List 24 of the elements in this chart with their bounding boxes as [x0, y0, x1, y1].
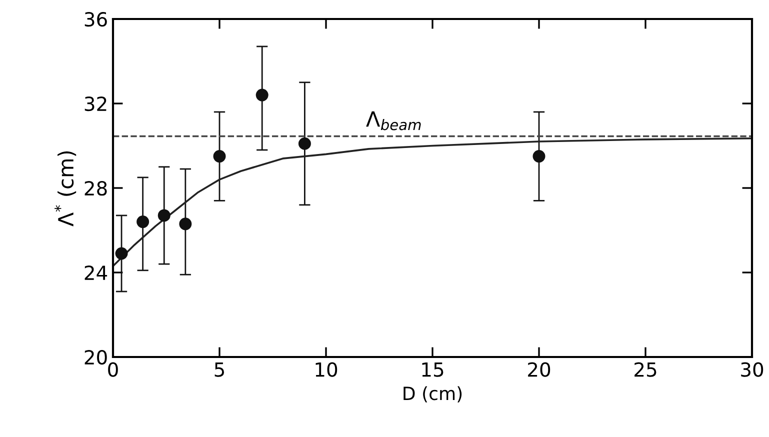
- x-tick-label: 5: [214, 362, 224, 377]
- y-tick-label: 20: [84, 350, 107, 365]
- x-tick-label: 10: [316, 362, 338, 377]
- line-series: [113, 137, 752, 268]
- point: [298, 137, 311, 150]
- x-tick-label: 25: [634, 362, 656, 377]
- y-tick-label: 36: [84, 12, 107, 27]
- point: [532, 150, 546, 163]
- point: [256, 88, 268, 102]
- point: [213, 150, 226, 163]
- y-axis-title: Λ$^{*}$ (cm): [54, 151, 76, 226]
- y-tick-label: 28: [84, 180, 107, 196]
- y-tick-label: 24: [84, 265, 108, 280]
- y-tick-label: 32: [84, 96, 106, 112]
- x-tick-label: 15: [422, 362, 444, 377]
- x-axis-title: D (cm): [404, 386, 462, 402]
- x-tick-label: 0: [108, 362, 118, 377]
- x-tick-label: 20: [528, 362, 550, 377]
- point: [136, 216, 150, 228]
- x-tick-label: 30: [741, 362, 764, 377]
- point: [115, 247, 128, 260]
- point: [179, 218, 192, 230]
- point: [158, 209, 170, 222]
- ref-line-label: Λ$_{beam}$: [366, 111, 421, 130]
